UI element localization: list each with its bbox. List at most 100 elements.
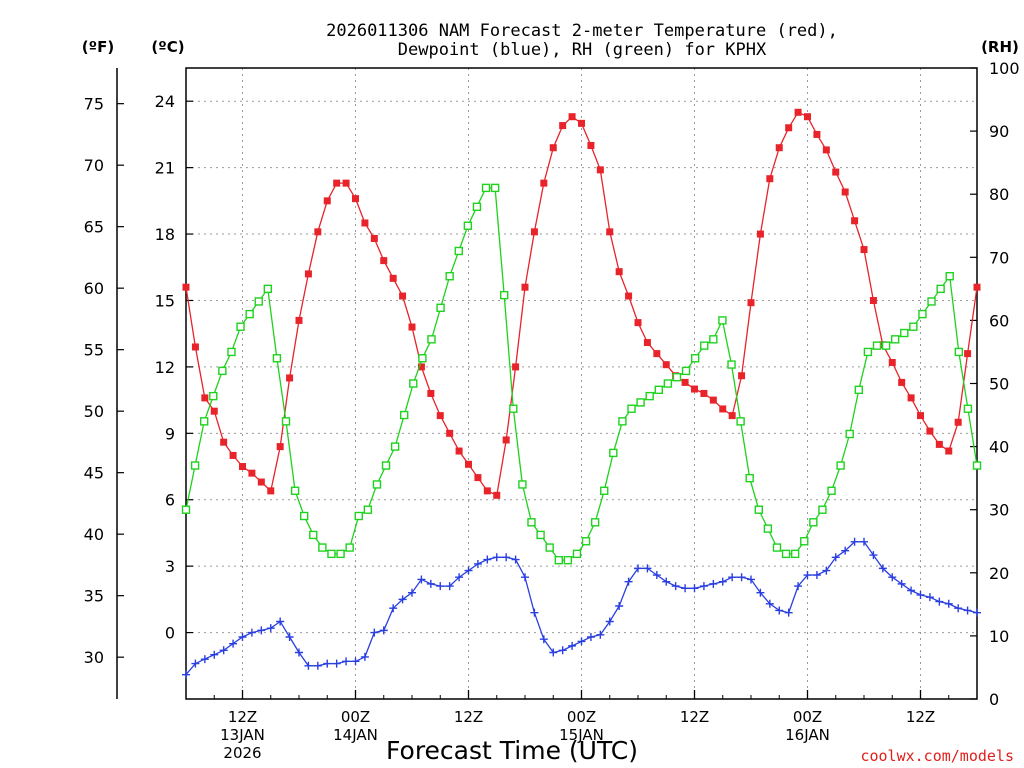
c-tick-label: 6 [165, 491, 175, 510]
temperature-point [587, 141, 595, 149]
rh-tick-label: 60 [989, 311, 1009, 330]
dewpoint-point [907, 586, 916, 595]
rh-point [718, 316, 727, 325]
rh-tick-label: 30 [989, 501, 1009, 520]
chart-title-line-1: 2026011306 NAM Forecast 2-meter Temperat… [326, 21, 838, 41]
temperature-point [888, 358, 896, 366]
dewpoint-point [502, 553, 511, 562]
temperature-point [314, 228, 322, 236]
f-tick-label: 75 [84, 95, 104, 114]
rh-point [918, 309, 927, 319]
rh-point [254, 297, 263, 306]
rh-point [390, 442, 400, 451]
rh-point [336, 549, 345, 559]
dewpoint-point [728, 573, 737, 582]
x-tick-label: 12Z [454, 708, 483, 726]
temperature-point [738, 372, 746, 380]
rh-point [590, 518, 600, 527]
dewpoint-point [210, 650, 219, 659]
dewpoint-point [624, 577, 633, 586]
f-tick-label: 50 [84, 402, 104, 421]
series-layer [181, 108, 982, 679]
f-tick-label: 40 [84, 525, 104, 544]
dewpoint-point [925, 593, 934, 602]
temperature-point [521, 283, 529, 291]
temperature-point [832, 168, 840, 176]
temperature-point [785, 124, 793, 132]
f-tick-label: 65 [84, 218, 104, 237]
rh-point [654, 385, 663, 395]
rh-point [281, 417, 291, 426]
dewpoint-point [323, 659, 332, 668]
temperature-point [643, 339, 651, 347]
temperature-point [502, 436, 510, 444]
dewpoint-point [935, 597, 944, 606]
dewpoint-point [850, 537, 859, 546]
temperature-point [691, 385, 698, 393]
dewpoint-point [596, 630, 605, 639]
rh-point [436, 303, 445, 312]
rh-point [536, 530, 545, 540]
temperature-point [709, 396, 717, 404]
dewpoint-point [605, 617, 614, 626]
x-tick-date-label: 13JAN [220, 726, 265, 744]
rh-point [236, 322, 245, 331]
temperature-point [220, 438, 228, 446]
dewpoint-point [822, 566, 831, 575]
rh-point [600, 486, 609, 495]
temperature-point [954, 418, 962, 426]
c-tick-label: 21 [155, 159, 175, 178]
temperature-point [248, 469, 256, 477]
dewpoint-point [615, 602, 624, 611]
temperature-point [662, 361, 670, 369]
rh-point [736, 417, 745, 426]
temperature-point [257, 478, 265, 486]
dewpoint-point [944, 599, 953, 608]
x-tick-label: 12Z [680, 708, 709, 726]
rh-point [563, 555, 573, 565]
c-tick-label: 12 [155, 358, 175, 377]
temperature-point [606, 228, 614, 236]
dewpoint-point [577, 637, 586, 646]
unit-label-fahrenheit: (ºF) [82, 38, 114, 56]
temperature-point [700, 389, 708, 397]
dewpoint-point [718, 577, 727, 586]
dewpoint-point [521, 573, 529, 582]
rh-point [954, 347, 964, 357]
rh-point [763, 524, 773, 533]
x-tick-label: 00Z [567, 708, 596, 726]
dewpoint-point [351, 657, 360, 666]
dewpoint-point [784, 608, 793, 617]
rh-point [690, 354, 700, 363]
temperature-point [917, 412, 924, 420]
rh-point [745, 473, 754, 483]
temperature-point [898, 378, 906, 386]
temperature-point [559, 122, 567, 130]
rh-point [900, 328, 909, 338]
rh-point [554, 555, 563, 565]
dewpoint-point [360, 652, 369, 661]
dewpoint-point [869, 551, 878, 560]
dewpoint-point [831, 553, 840, 562]
rh-tick-label: 40 [989, 438, 1009, 457]
rh-point [627, 404, 636, 413]
temperature-point [841, 188, 849, 196]
f-tick-label: 55 [84, 341, 104, 360]
dewpoint-point [229, 639, 238, 648]
dewpoint-point [455, 573, 464, 582]
x-tick-date-label: 14JAN [333, 726, 378, 744]
dewpoint-point [276, 617, 285, 626]
rh-point [790, 549, 800, 559]
rh-point [199, 417, 209, 426]
dewpoint-point [379, 626, 388, 635]
rh-point [500, 290, 509, 300]
temperature-point [493, 491, 501, 499]
f-tick-label: 45 [84, 464, 104, 483]
rh-point [963, 404, 973, 413]
rh-point [645, 391, 654, 401]
source-credit: coolwx.com/models [860, 747, 1014, 765]
temperature-point [304, 270, 312, 278]
dewpoint-point [794, 582, 803, 591]
rh-point [509, 404, 518, 413]
